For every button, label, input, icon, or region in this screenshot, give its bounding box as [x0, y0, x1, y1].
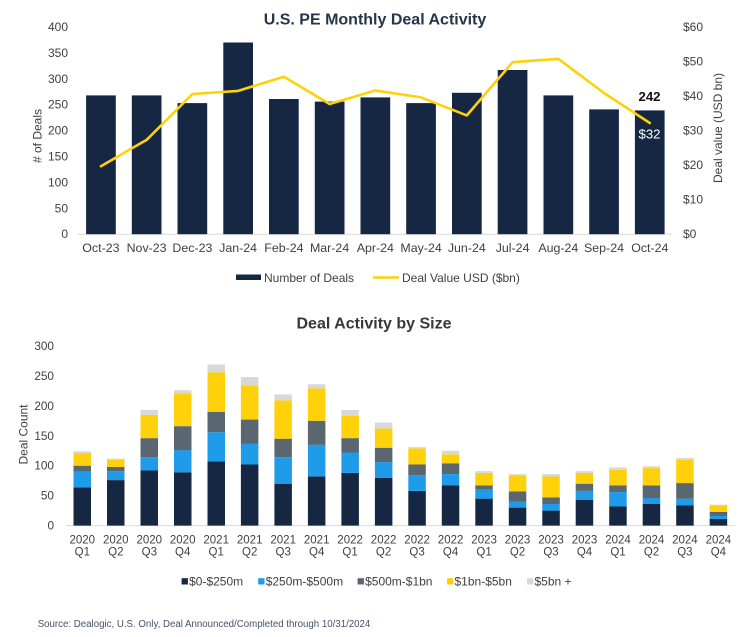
svg-text:2022: 2022: [438, 535, 464, 547]
svg-text:250: 250: [48, 98, 68, 112]
svg-text:Q2: Q2: [108, 547, 123, 559]
svg-text:Jan-24: Jan-24: [219, 241, 257, 255]
svg-text:2021: 2021: [304, 535, 330, 547]
svg-text:350: 350: [48, 46, 68, 60]
svg-text:Nov-23: Nov-23: [127, 241, 167, 255]
svg-text:Deal Count: Deal Count: [17, 404, 31, 465]
svg-text:150: 150: [34, 429, 54, 443]
svg-text:Q4: Q4: [577, 547, 593, 559]
svg-text:2023: 2023: [572, 535, 598, 547]
svg-text:242: 242: [638, 89, 660, 104]
svg-text:2023: 2023: [505, 535, 531, 547]
svg-text:Q2: Q2: [242, 547, 257, 559]
svg-text:$30: $30: [683, 124, 703, 138]
svg-text:100: 100: [48, 175, 68, 189]
svg-text:200: 200: [34, 399, 54, 413]
svg-text:$60: $60: [683, 20, 703, 34]
svg-text:$20: $20: [683, 158, 703, 172]
svg-text:2023: 2023: [471, 535, 497, 547]
svg-text:$0: $0: [683, 227, 697, 241]
svg-text:2024: 2024: [639, 535, 665, 547]
svg-text:150: 150: [48, 150, 68, 164]
svg-text:2020: 2020: [137, 535, 163, 547]
svg-text:Aug-24: Aug-24: [538, 241, 578, 255]
svg-text:$250m-$500m: $250m-$500m: [266, 575, 343, 589]
svg-text:Q3: Q3: [276, 547, 291, 559]
svg-text:Deal Activity by Size: Deal Activity by Size: [296, 315, 451, 332]
svg-text:2022: 2022: [404, 535, 430, 547]
svg-text:Q2: Q2: [644, 547, 659, 559]
svg-text:# of Deals: # of Deals: [31, 109, 45, 163]
svg-text:2020: 2020: [70, 535, 96, 547]
svg-text:2023: 2023: [538, 535, 564, 547]
svg-text:2021: 2021: [203, 535, 229, 547]
svg-text:2021: 2021: [237, 535, 263, 547]
svg-text:$32: $32: [638, 127, 660, 142]
svg-text:Apr-24: Apr-24: [357, 241, 394, 255]
svg-text:300: 300: [48, 72, 68, 86]
svg-text:$40: $40: [683, 89, 703, 103]
svg-text:2024: 2024: [672, 535, 698, 547]
svg-text:50: 50: [41, 489, 55, 503]
svg-text:$5bn +: $5bn +: [535, 575, 572, 589]
svg-text:Q3: Q3: [142, 547, 157, 559]
svg-text:Q1: Q1: [342, 547, 357, 559]
svg-text:Q3: Q3: [677, 547, 692, 559]
svg-text:$1bn-$5bn: $1bn-$5bn: [455, 575, 512, 589]
svg-text:Deal Value USD ($bn): Deal Value USD ($bn): [402, 271, 520, 285]
svg-text:Q1: Q1: [476, 547, 491, 559]
svg-text:2022: 2022: [371, 535, 397, 547]
svg-text:$500m-$1bn: $500m-$1bn: [365, 575, 432, 589]
svg-text:2024: 2024: [605, 535, 631, 547]
svg-text:50: 50: [55, 201, 69, 215]
svg-text:400: 400: [48, 20, 68, 34]
svg-text:Q2: Q2: [376, 547, 391, 559]
svg-text:Q4: Q4: [309, 547, 325, 559]
svg-text:Deal value (USD bn): Deal value (USD bn): [711, 73, 725, 183]
svg-text:Q4: Q4: [175, 547, 191, 559]
svg-text:0: 0: [47, 519, 54, 533]
svg-text:Q4: Q4: [711, 547, 727, 559]
svg-text:Oct-23: Oct-23: [82, 241, 119, 255]
svg-text:Oct-24: Oct-24: [631, 241, 668, 255]
svg-text:Mar-24: Mar-24: [310, 241, 349, 255]
svg-text:Q3: Q3: [543, 547, 558, 559]
svg-text:200: 200: [48, 124, 68, 138]
svg-text:Dec-23: Dec-23: [172, 241, 212, 255]
svg-text:$50: $50: [683, 55, 703, 69]
svg-text:Q2: Q2: [510, 547, 525, 559]
svg-text:Number of Deals: Number of Deals: [264, 271, 354, 285]
svg-text:300: 300: [34, 339, 54, 353]
svg-text:2021: 2021: [270, 535, 296, 547]
svg-text:May-24: May-24: [400, 241, 441, 255]
svg-text:U.S. PE Monthly Deal Activity: U.S. PE Monthly Deal Activity: [264, 12, 487, 29]
svg-text:Q4: Q4: [443, 547, 459, 559]
svg-text:Feb-24: Feb-24: [264, 241, 303, 255]
svg-text:2020: 2020: [103, 535, 129, 547]
svg-text:Sep-24: Sep-24: [584, 241, 624, 255]
svg-text:Q3: Q3: [409, 547, 424, 559]
svg-text:100: 100: [34, 459, 54, 473]
svg-text:2020: 2020: [170, 535, 196, 547]
svg-text:Jun-24: Jun-24: [448, 241, 486, 255]
svg-text:Source: Dealogic, U.S. Only, D: Source: Dealogic, U.S. Only, Deal Announ…: [38, 619, 371, 630]
svg-text:Q1: Q1: [209, 547, 224, 559]
svg-text:$0-$250m: $0-$250m: [189, 575, 243, 589]
svg-text:2024: 2024: [706, 535, 732, 547]
svg-text:Q1: Q1: [75, 547, 90, 559]
svg-text:$10: $10: [683, 193, 703, 207]
svg-text:250: 250: [34, 369, 54, 383]
svg-text:Q1: Q1: [610, 547, 625, 559]
svg-text:Jul-24: Jul-24: [496, 241, 530, 255]
svg-text:0: 0: [61, 227, 68, 241]
svg-text:2022: 2022: [337, 535, 363, 547]
